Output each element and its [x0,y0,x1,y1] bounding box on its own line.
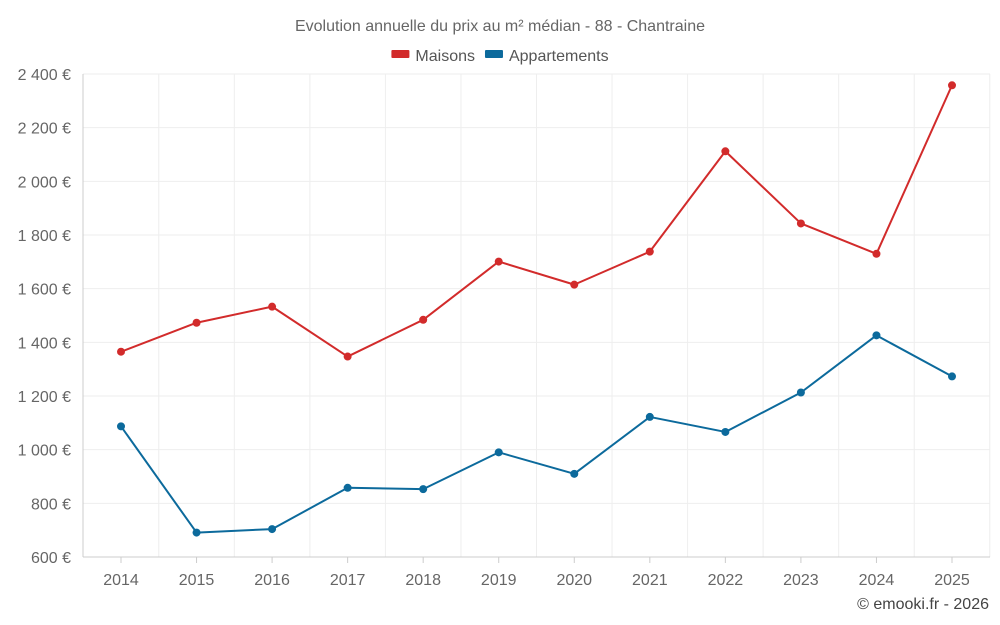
legend-label: Appartements [509,48,609,65]
data-point[interactable] [872,331,881,340]
x-tick-label: 2016 [254,572,290,589]
data-point[interactable] [796,219,805,228]
data-point[interactable] [948,372,956,381]
y-tick-label: 1 400 € [18,335,71,352]
data-point[interactable] [645,412,654,421]
x-tick-label: 2021 [632,572,668,589]
data-point[interactable] [494,448,503,457]
y-tick-label: 2 400 € [18,67,71,84]
data-point[interactable] [872,249,881,258]
data-point[interactable] [645,247,654,256]
y-tick-label: 1 000 € [18,443,71,460]
x-tick-label: 2015 [179,572,215,589]
series-line [120,334,953,534]
x-tick-label: 2014 [103,572,139,589]
x-tick-label: 2025 [934,572,970,589]
y-tick-label: 2 200 € [18,121,71,138]
data-point[interactable] [343,483,352,492]
x-tick-label: 2022 [708,572,744,589]
legend-swatch [484,50,503,58]
data-point[interactable] [268,525,277,534]
credit-text: © emooki.fr - 2026 [857,596,989,613]
y-tick-label: 1 800 € [18,228,71,245]
legend-item-maisons[interactable]: Maisons [391,48,475,65]
data-point[interactable] [570,280,579,289]
data-point[interactable] [721,427,730,436]
chart-title: Evolution annuelle du prix au m² médian … [295,18,705,35]
series-appartements [117,331,956,537]
legend-item-appartements[interactable]: Appartements [484,48,609,65]
data-point[interactable] [796,388,805,397]
y-tick-label: 600 € [31,550,71,567]
y-tick-label: 1 200 € [18,389,71,406]
x-tick-label: 2018 [405,572,441,589]
legend-label: Maisons [415,48,475,65]
axes: 600 € 800 € 1 000 € 1 200 € 1 400 € 1 600 € 1 … [18,67,990,589]
data-point[interactable] [494,257,503,266]
data-point[interactable] [570,469,579,478]
data-point[interactable] [192,318,201,327]
data-point[interactable] [192,528,201,537]
data-point[interactable] [419,315,428,324]
x-tick-label: 2017 [330,572,366,589]
y-tick-label: 800 € [31,496,71,513]
data-point[interactable] [419,485,428,494]
y-tick-label: 2 000 € [18,174,71,191]
series-line [120,84,953,358]
series-lines [117,81,956,537]
data-point[interactable] [117,347,125,356]
legend[interactable]: Maisons Appartements [391,48,609,65]
legend-swatch [391,50,410,58]
x-tick-label: 2023 [783,572,819,589]
series-maisons [117,81,956,361]
data-point[interactable] [268,302,277,311]
x-tick-label: 2019 [481,572,517,589]
y-tick-label: 1 600 € [18,282,71,299]
grid [83,73,991,557]
data-point[interactable] [948,81,956,90]
x-tick-label: 2024 [859,572,895,589]
data-point[interactable] [343,352,352,361]
data-point[interactable] [721,147,730,156]
data-point[interactable] [117,422,125,431]
x-tick-label: 2020 [556,572,592,589]
